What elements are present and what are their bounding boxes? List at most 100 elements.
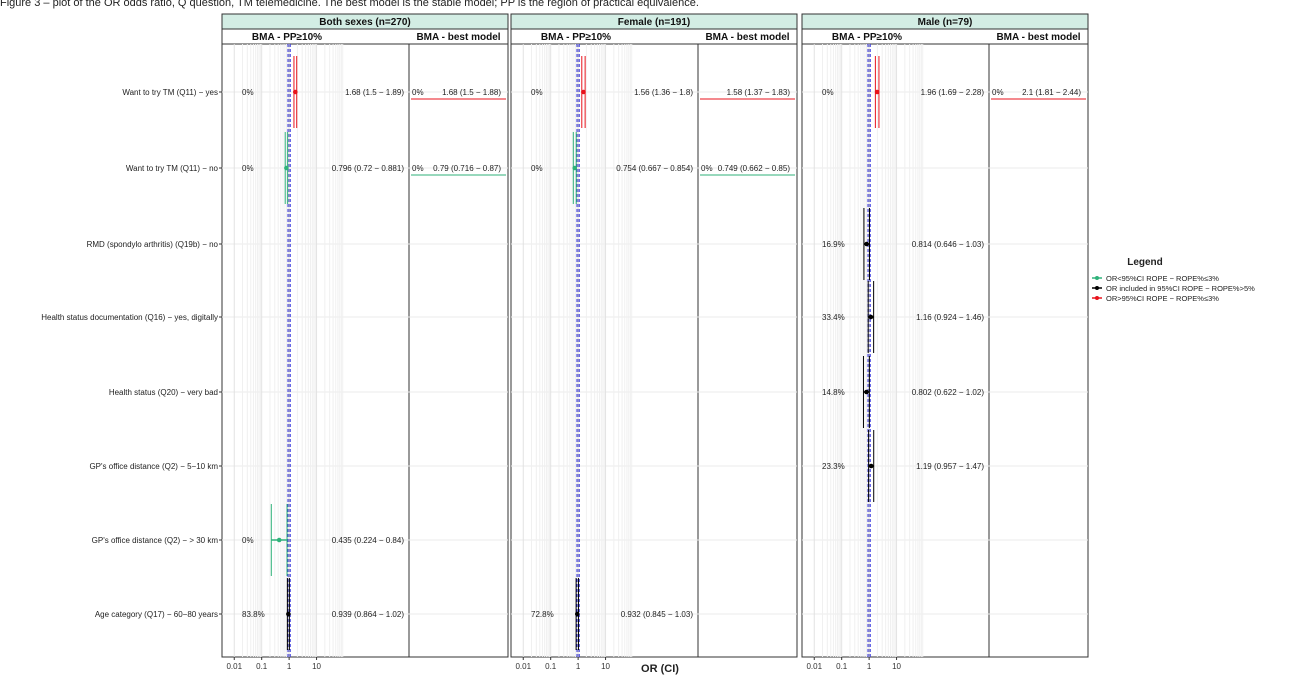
x-tick-label: 10: [601, 662, 610, 671]
or-point: [572, 165, 578, 171]
legend-items: OR<95%CI ROPE − ROPE%≤3%OR included in 9…: [1092, 274, 1255, 303]
or-ci-label: 0.435 (0.224 − 0.84): [332, 536, 405, 545]
legend-title: Legend: [1127, 257, 1163, 268]
rope-percent-label: 16.9%: [822, 240, 845, 249]
legend-item-2: OR>95%CI ROPE − ROPE%≤3%: [1092, 294, 1219, 303]
or-point: [864, 241, 869, 247]
subcolumn-title-best: BMA - best model: [996, 32, 1080, 43]
subcolumn-title-best: BMA - best model: [416, 32, 500, 43]
legend-label: OR included in 95%CI ROPE − ROPE%>5%: [1106, 284, 1255, 293]
or-point: [864, 389, 869, 395]
x-tick-label: 1: [867, 662, 872, 671]
or-point: [574, 611, 580, 617]
best-model-0: 0% 2.1 (1.81 − 2.44): [991, 88, 1086, 100]
legend-key-point: [1095, 286, 1099, 290]
or-ci-label: 0.939 (0.864 − 1.02): [332, 610, 405, 619]
panel-1: Female (n=191) BMA - PP≥10% BMA - best mod…: [510, 13, 798, 671]
best-model-label: 1.58 (1.37 − 1.83): [727, 88, 791, 97]
or-point: [874, 89, 880, 95]
best-model-label: 2.1 (1.81 − 2.44): [1022, 88, 1081, 97]
row-label: GP's office distance (Q2) − > 30 km: [92, 536, 219, 545]
panel-header: [221, 13, 509, 30]
row-label: Want to try TM (Q11) − no: [126, 164, 219, 173]
x-tick-label: 0.01: [806, 662, 822, 671]
estimate-1: 0% 0.754 (0.667 − 0.854): [531, 132, 693, 204]
x-tick-label: 10: [892, 662, 901, 671]
subcolumn-title-bma: BMA - PP≥10%: [541, 32, 611, 43]
subcolumn-title-best: BMA - best model: [705, 32, 789, 43]
panel-header: [801, 13, 1089, 30]
panel-frame: [221, 13, 509, 658]
estimate-0: 0% 1.56 (1.36 − 1.8): [531, 56, 693, 128]
rope-percent-label: 23.3%: [822, 462, 845, 471]
rope-percent-label: 83.8%: [242, 610, 265, 619]
best-model-percent: 0%: [992, 88, 1004, 97]
panel-header: [510, 13, 798, 30]
or-ci-label: 0.796 (0.72 − 0.881): [332, 164, 405, 173]
or-ci-label: 1.19 (0.957 − 1.47): [916, 462, 984, 471]
estimate-0: 0% 1.68 (1.5 − 1.89): [242, 56, 404, 128]
or-ci-label: 0.754 (0.667 − 0.854): [616, 164, 693, 173]
estimate-2: 16.9% 0.814 (0.646 − 1.03): [822, 208, 984, 280]
legend-item-0: OR<95%CI ROPE − ROPE%≤3%: [1092, 274, 1219, 283]
best-model-label: 0.749 (0.662 − 0.85): [718, 164, 791, 173]
best-model-0: 1.58 (1.37 − 1.83): [700, 88, 795, 100]
or-point: [286, 611, 291, 617]
row-label: Want to try TM (Q11) − yes: [122, 88, 218, 97]
best-model-label: 0.79 (0.716 − 0.87): [433, 164, 501, 173]
estimate-7: 72.8% 0.932 (0.845 − 1.03): [531, 578, 693, 650]
rope-percent-label: 0%: [531, 164, 543, 173]
row-label: Health status (Q20) − very bad: [109, 388, 218, 397]
best-model-1: 0% 0.749 (0.662 − 0.85): [700, 164, 795, 176]
rope-percent-label: 0%: [822, 88, 834, 97]
or-point: [868, 314, 874, 320]
best-model-label: 1.68 (1.5 − 1.88): [442, 88, 501, 97]
or-point: [284, 165, 289, 171]
or-point: [276, 537, 282, 543]
row-label: GP's office distance (Q2) − 5−10 km: [89, 462, 218, 471]
best-model-0: 0% 1.68 (1.5 − 1.88): [411, 88, 506, 100]
best-model-percent: 0%: [412, 88, 424, 97]
row-labels: Want to try TM (Q11) − yes Want to try TM…: [41, 88, 222, 619]
or-ci-label: 1.56 (1.36 − 1.8): [634, 88, 693, 97]
or-point: [868, 463, 874, 469]
subcolumn-title-bma: BMA - PP≥10%: [252, 32, 322, 43]
x-tick-label: 1: [287, 662, 292, 671]
rope-percent-label: 14.8%: [822, 388, 845, 397]
panel-frame: [510, 13, 798, 658]
forest-panels: Both sexes (n=270) BMA - PP≥10% BMA - best…: [221, 13, 1089, 671]
estimate-0: 0% 1.96 (1.69 − 2.28): [822, 56, 984, 128]
panel-title: Female (n=191): [618, 17, 691, 28]
rope-percent-label: 33.4%: [822, 313, 845, 322]
x-tick-label: 0.1: [545, 662, 557, 671]
estimate-5: 23.3% 1.19 (0.957 − 1.47): [822, 430, 984, 502]
row-label: RMD (spondylo arthritis) (Q19b) − no: [87, 240, 219, 249]
legend-label: OR>95%CI ROPE − ROPE%≤3%: [1106, 294, 1219, 303]
or-ci-label: 1.16 (0.924 − 1.46): [916, 313, 984, 322]
panel-title: Male (n=79): [918, 17, 973, 28]
or-point: [293, 89, 298, 95]
x-tick-label: 1: [576, 662, 581, 671]
legend: Legend OR<95%CI ROPE − ROPE%≤3%OR includ…: [1092, 257, 1255, 303]
estimate-1: 0% 0.796 (0.72 − 0.881): [242, 132, 404, 204]
figure-caption: Figure 3 – plot of the OR odds ratio, Q …: [0, 0, 699, 9]
subcolumn-title-bma: BMA - PP≥10%: [832, 32, 902, 43]
or-ci-label: 1.96 (1.69 − 2.28): [921, 88, 985, 97]
rope-percent-label: 0%: [242, 164, 254, 173]
panel-0: Both sexes (n=270) BMA - PP≥10% BMA - best…: [221, 13, 509, 671]
legend-item-1: OR included in 95%CI ROPE − ROPE%>5%: [1092, 284, 1255, 293]
estimate-3: 33.4% 1.16 (0.924 − 1.46): [822, 281, 984, 353]
x-axis-title: OR (CI): [641, 663, 679, 675]
row-label: Age category (Q17) − 60−80 years: [95, 610, 218, 619]
rope-percent-label: 0%: [242, 536, 254, 545]
estimate-4: 14.8% 0.802 (0.622 − 1.02): [822, 356, 984, 428]
or-ci-label: 0.932 (0.845 − 1.03): [621, 610, 694, 619]
x-tick-label: 0.01: [226, 662, 242, 671]
rope-percent-label: 72.8%: [531, 610, 554, 619]
estimate-6: 0% 0.435 (0.224 − 0.84): [242, 504, 404, 576]
or-ci-label: 0.814 (0.646 − 1.03): [912, 240, 985, 249]
legend-key-point: [1095, 296, 1099, 300]
estimate-7: 83.8% 0.939 (0.864 − 1.02): [242, 578, 404, 650]
legend-key-point: [1095, 276, 1099, 280]
